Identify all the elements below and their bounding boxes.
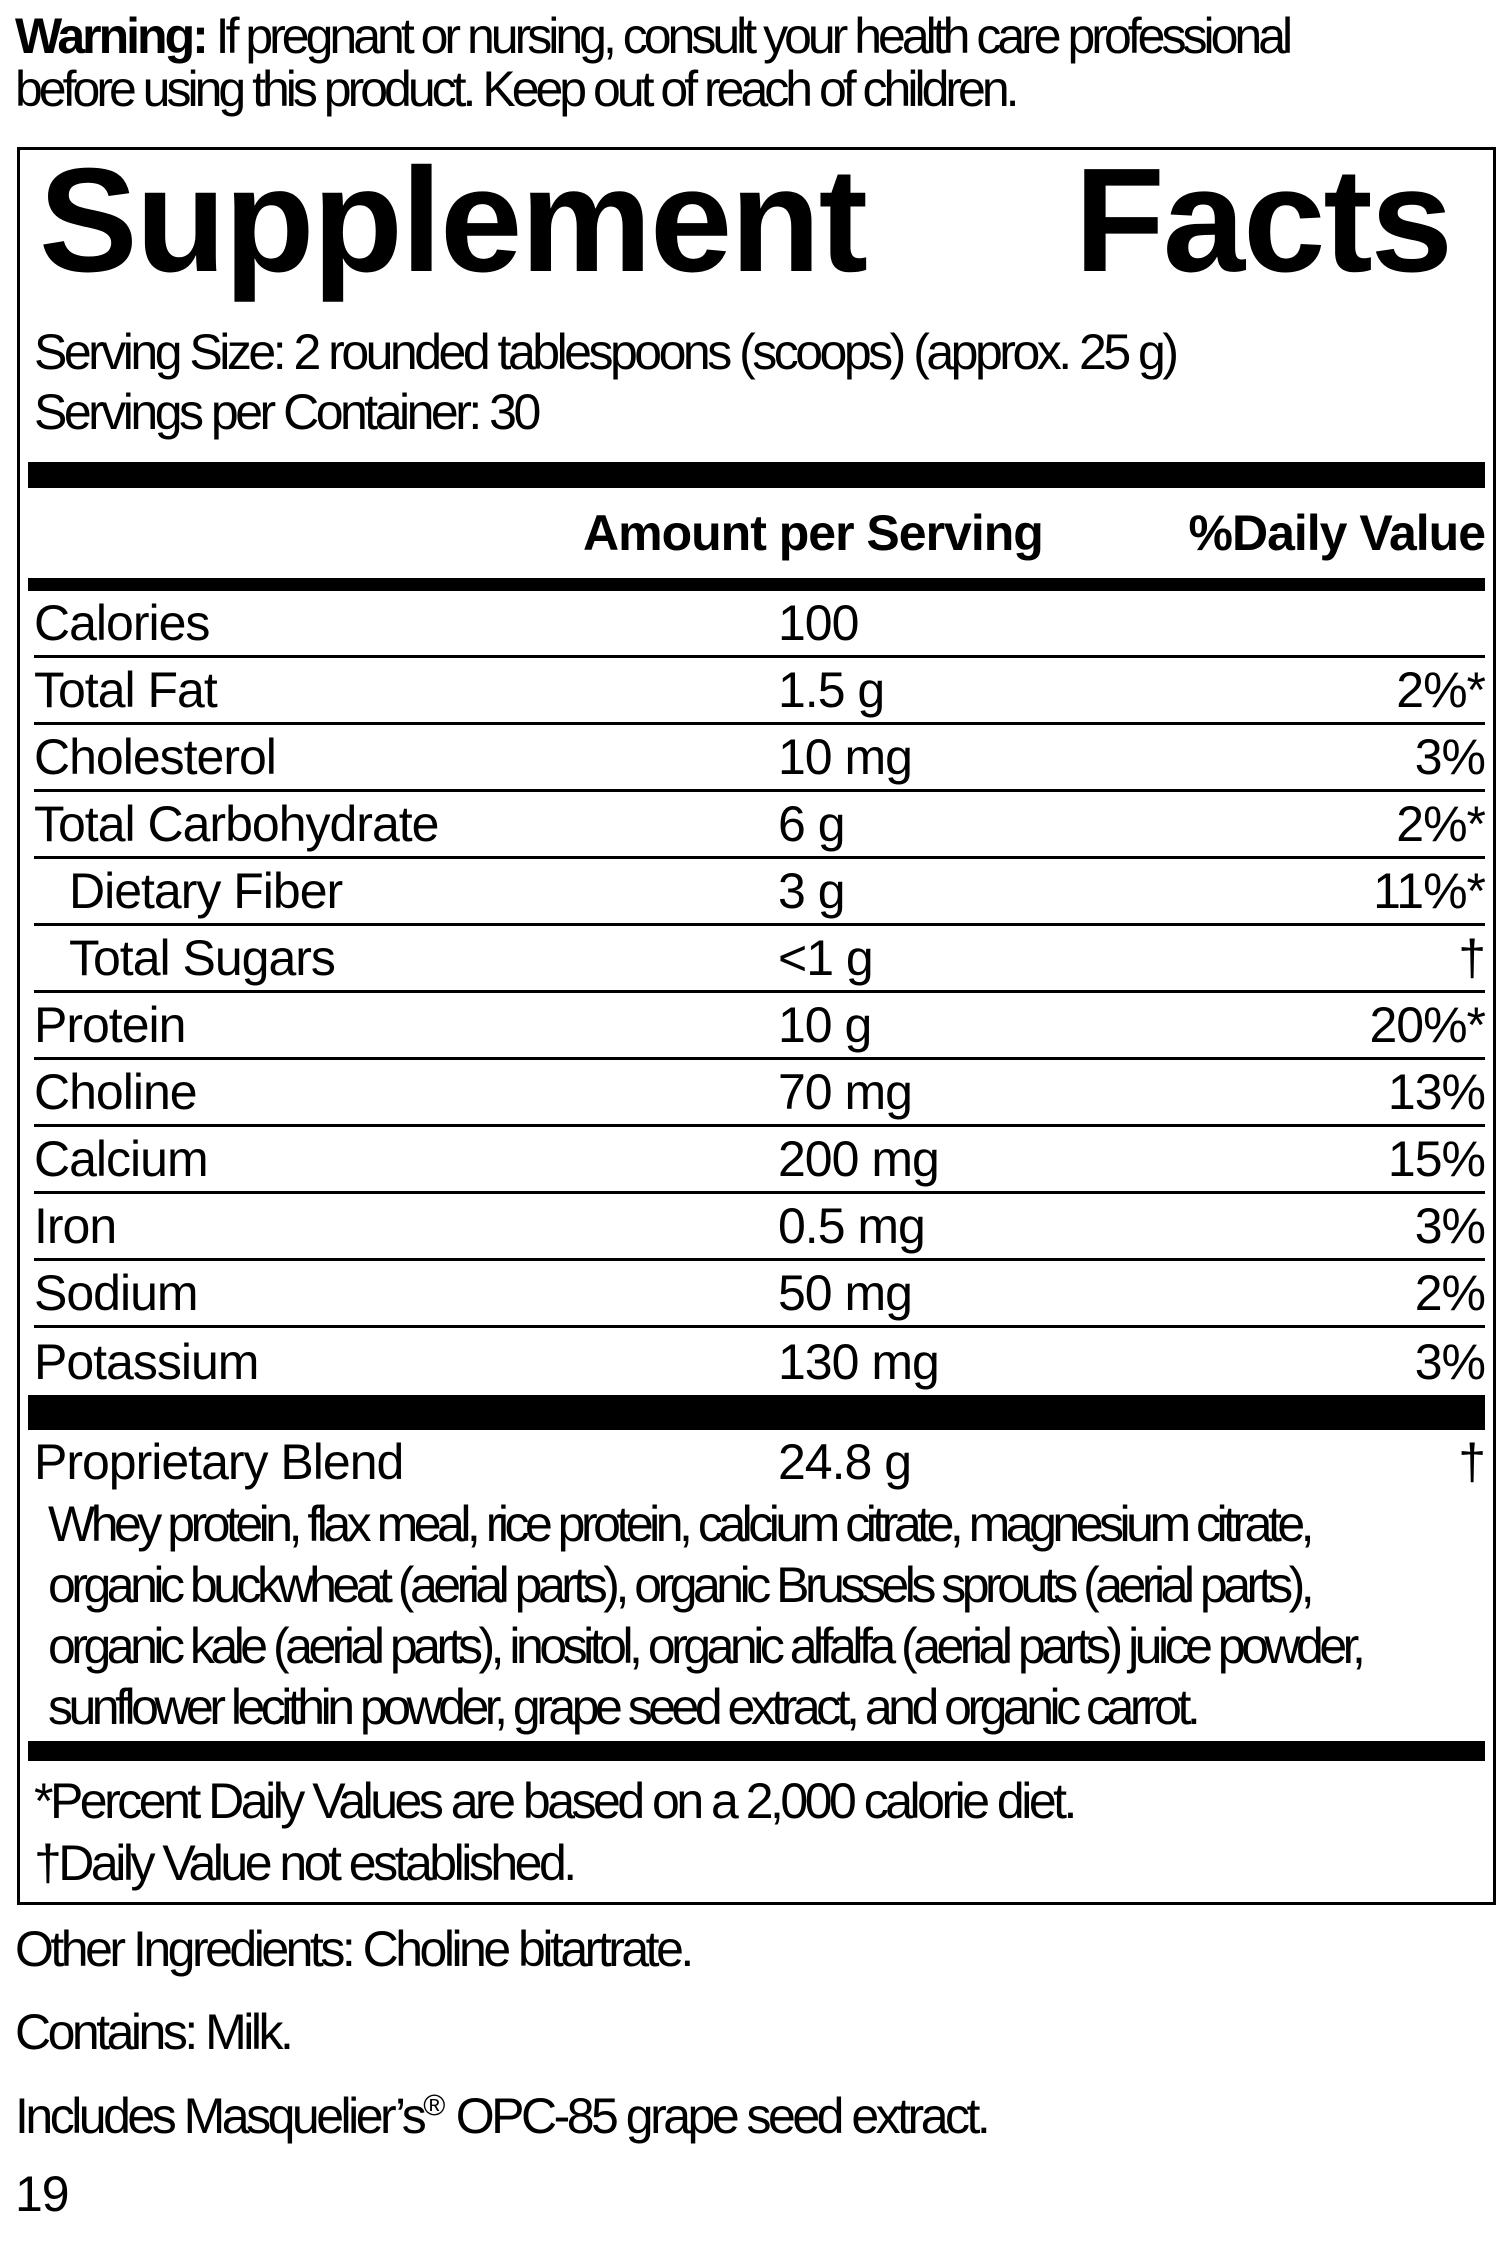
blend-ingredients-line: organic buckwheat (aerial parts), organi… [48, 1557, 1315, 1613]
nutrient-daily-value: 11%* [1373, 863, 1486, 919]
footnote-percent-daily-value: *Percent Daily Values are based on a 2,0… [34, 1773, 1077, 1829]
blend-name: Proprietary Blend [34, 1434, 404, 1490]
panel-title-word-2: Facts [1074, 138, 1453, 303]
nutrient-daily-value: † [1458, 930, 1486, 986]
nutrient-amount: 100 [778, 595, 859, 651]
nutrient-table: Calories 100 Total Fat 1.5 g 2%* Cholest… [34, 591, 1486, 1395]
table-row-calcium: Calcium 200 mg 15% [34, 1127, 1486, 1194]
blend-daily-value: † [1458, 1434, 1486, 1490]
blend-ingredients-paragraph: Whey protein, flax meal, rice protein, c… [48, 1494, 1485, 1738]
nutrient-name: Total Carbohydrate [34, 796, 439, 852]
serving-size: Serving Size: 2 rounded tablespoons (sco… [34, 324, 1179, 380]
nutrient-daily-value: 3% [1414, 1198, 1486, 1254]
table-row-dietary-fiber: Dietary Fiber 3 g 11%* [34, 859, 1486, 926]
footnotes: *Percent Daily Values are based on a 2,0… [34, 1770, 1485, 1894]
supplement-facts-panel: Supplement Facts Serving Size: 2 rounded… [17, 147, 1496, 1905]
divider-bar-before-footnotes [28, 1741, 1485, 1761]
nutrient-name: Cholesterol [34, 729, 277, 785]
nutrient-amount: 10 mg [778, 729, 913, 785]
nutrient-name: Calcium [34, 1131, 209, 1187]
table-row-cholesterol: Cholesterol 10 mg 3% [34, 725, 1486, 792]
other-ingredients-text: Other Ingredients: Choline bitartrate. [15, 1921, 694, 1977]
table-row-calories: Calories 100 [34, 591, 1485, 658]
nutrient-daily-value: 2%* [1396, 796, 1486, 852]
nutrient-name: Choline [34, 1064, 198, 1120]
divider-bar-below-header [28, 578, 1485, 591]
warning-label: Warning: [15, 8, 209, 64]
proprietary-blend-row: Proprietary Blend 24.8 g † [34, 1430, 1486, 1494]
nutrient-name: Iron [34, 1198, 117, 1254]
registered-trademark-symbol: ® [423, 2089, 446, 2123]
panel-title: Supplement Facts [39, 138, 1453, 303]
nutrient-daily-value: 3% [1414, 729, 1486, 785]
daily-value-column-header: %Daily Value [1188, 505, 1486, 561]
servings-per-container: Servings per Container: 30 [34, 384, 541, 440]
nutrient-name: Protein [34, 997, 186, 1053]
nutrient-name: Calories [34, 595, 210, 651]
blend-amount: 24.8 g [778, 1434, 912, 1490]
table-row-protein: Protein 10 g 20%* [34, 993, 1486, 1060]
nutrient-daily-value: 3% [1414, 1333, 1486, 1390]
page-number: 19 [15, 2166, 70, 2222]
amount-column-header: Amount per Serving [583, 505, 1044, 561]
includes-extract-text: Includes Masquelier’s® OPC-85 grape seed… [15, 2088, 991, 2144]
table-row-total-carbohydrate: Total Carbohydrate 6 g 2%* [34, 792, 1486, 859]
nutrient-name: Total Fat [34, 662, 218, 718]
nutrient-amount: 3 g [778, 863, 846, 919]
panel-title-word-1: Supplement [39, 138, 868, 303]
blend-ingredients-line: sunflower lecithin powder, grape seed ex… [48, 1679, 1201, 1735]
table-row-total-fat: Total Fat 1.5 g 2%* [34, 658, 1486, 725]
table-row-sodium: Sodium 50 mg 2% [34, 1261, 1486, 1328]
nutrient-amount: <1 g [778, 930, 874, 986]
nutrient-daily-value: 15% [1387, 1131, 1486, 1187]
warning-line-2: before using this product. Keep out of r… [15, 61, 1020, 117]
table-row-choline: Choline 70 mg 13% [34, 1060, 1486, 1127]
nutrient-daily-value: 2%* [1396, 662, 1486, 718]
serving-info: Serving Size: 2 rounded tablespoons (sco… [34, 322, 1485, 442]
nutrient-amount: 50 mg [778, 1265, 913, 1321]
table-row-total-sugars: Total Sugars <1 g † [34, 926, 1486, 993]
footnote-daily-value-not-established: †Daily Value not established. [34, 1835, 577, 1891]
nutrient-daily-value: 20%* [1369, 997, 1486, 1053]
nutrient-amount: 10 g [778, 997, 872, 1053]
nutrient-amount: 0.5 mg [778, 1198, 926, 1254]
nutrient-name: Potassium [34, 1333, 259, 1390]
blend-ingredients-line: organic kale (aerial parts), inositol, o… [48, 1618, 1366, 1674]
nutrient-amount: 70 mg [778, 1064, 913, 1120]
divider-bar-before-blend [28, 1395, 1485, 1430]
nutrient-name: Total Sugars [69, 930, 336, 986]
table-row-iron: Iron 0.5 mg 3% [34, 1194, 1486, 1261]
nutrient-daily-value: 13% [1387, 1064, 1486, 1120]
contains-allergen-text: Contains: Milk. [15, 2004, 294, 2060]
blend-ingredients-line: Whey protein, flax meal, rice protein, c… [48, 1496, 1315, 1552]
divider-bar-thick-top [28, 462, 1485, 488]
warning-text: Warning: If pregnant or nursing, consult… [15, 10, 1495, 116]
nutrient-name: Dietary Fiber [69, 863, 343, 919]
nutrient-amount: 6 g [778, 796, 846, 852]
nutrient-name: Sodium [34, 1265, 199, 1321]
table-row-potassium: Potassium 130 mg 3% [34, 1328, 1486, 1395]
warning-line-1: Warning: If pregnant or nursing, consult… [15, 8, 1293, 64]
table-header-row: Amount per Serving %Daily Value [34, 488, 1486, 578]
nutrient-amount: 130 mg [778, 1333, 940, 1390]
nutrient-amount: 200 mg [778, 1131, 940, 1187]
nutrient-amount: 1.5 g [778, 662, 885, 718]
nutrient-daily-value: 2% [1414, 1265, 1486, 1321]
